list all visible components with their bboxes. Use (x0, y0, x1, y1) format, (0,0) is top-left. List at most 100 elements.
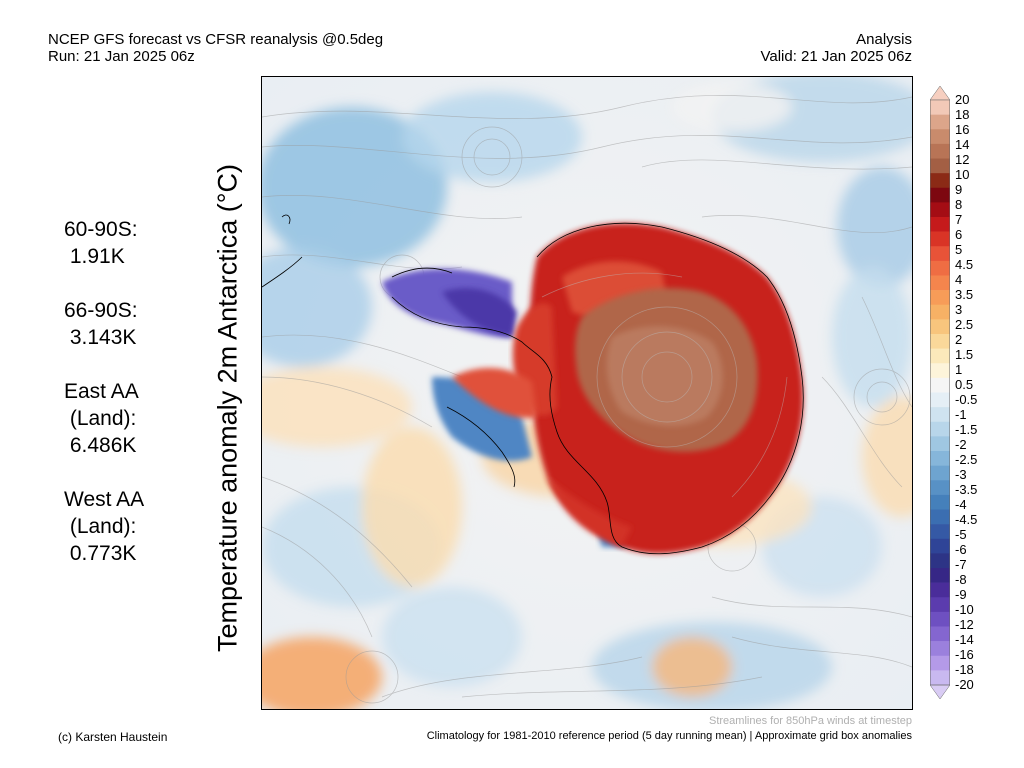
colorbar-cell (930, 275, 950, 291)
colorbar-tick-label: 12 (955, 152, 970, 167)
colorbar-cell (930, 436, 950, 452)
colorbar-cell (930, 319, 950, 335)
colorbar-cell (930, 334, 950, 349)
colorbar-cell (930, 129, 950, 145)
colorbar-tick-label: -9 (955, 587, 967, 602)
colorbar-cell (930, 655, 950, 671)
colorbar-cell (930, 143, 950, 159)
colorbar-cell (930, 553, 950, 569)
streamlines-over-land (541, 272, 788, 498)
colorbar-tick-label: 14 (955, 137, 970, 152)
ocean-anomaly-field (262, 77, 912, 709)
colorbar-tick-label: 2 (955, 332, 963, 347)
colorbar-cell (930, 363, 950, 379)
colorbar-cell (930, 626, 950, 642)
colorbar-cell (930, 100, 950, 115)
colorbar-cell (930, 407, 950, 423)
colorbar-tick-label: -2.5 (955, 452, 978, 467)
credit: (c) Karsten Haustein (58, 730, 168, 744)
colorbar-frame (930, 99, 950, 686)
colorbar-tick-label: 7 (955, 212, 963, 227)
colorbar-tick-label: 6 (955, 227, 963, 242)
colorbar-cell (930, 173, 950, 189)
colorbar-tick-label: -1.5 (955, 422, 978, 437)
stat-west-aa: West AA (Land): 0.773K (64, 488, 145, 565)
colorbar-tick-label: 4.5 (955, 257, 974, 272)
colorbar-tick-label: -8 (955, 572, 967, 587)
colorbar-tick-label: 4 (955, 272, 963, 287)
colorbar-cell (930, 348, 950, 364)
colorbar-tick-label: -20 (955, 677, 974, 692)
stat-east-aa: East AA (Land): 6.486K (64, 380, 139, 457)
colorbar-tick-label: -10 (955, 602, 974, 617)
colorbar-tick-label: 3 (955, 302, 963, 317)
colorbar-cell (930, 231, 950, 247)
stat-66-90s: 66-90S: 3.143K (64, 299, 138, 349)
colorbar-tick-label: 3.5 (955, 287, 974, 302)
colorbar-tick-label: -18 (955, 662, 974, 677)
colorbar-cell (930, 568, 950, 583)
colorbar-cell (930, 421, 950, 437)
y-axis-label: Temperature anomaly 2m Antarctica (°C) (212, 164, 243, 652)
colorbar-tick-label: -0.5 (955, 392, 978, 407)
colorbar-cell (930, 597, 950, 613)
colorbar (930, 86, 950, 699)
colorbar-cell (930, 260, 950, 276)
colorbar-tick-label: -6 (955, 542, 967, 557)
colorbar-cell (930, 202, 950, 218)
colorbar-cell (930, 246, 950, 262)
colorbar-cell (930, 114, 950, 130)
colorbar-cell (930, 465, 950, 481)
colorbar-cell (930, 377, 950, 393)
colorbar-tick-label: -4.5 (955, 512, 978, 527)
colorbar-cell (930, 290, 950, 306)
colorbar-tick-label: -12 (955, 617, 974, 632)
chart-title: NCEP GFS forecast vs CFSR reanalysis @0.… (48, 31, 384, 48)
colorbar-tick-label: 10 (955, 167, 970, 182)
colorbar-tick-label: 1 (955, 362, 963, 377)
colorbar-cell (930, 670, 950, 686)
colorbar-cell (930, 304, 950, 320)
header-left: NCEP GFS forecast vs CFSR reanalysis @0.… (48, 31, 383, 65)
colorbar-cell (930, 641, 950, 657)
colorbar-cell (930, 538, 950, 554)
colorbar-tick-label: -5 (955, 527, 967, 542)
colorbar-cell (930, 494, 950, 510)
valid-time: Valid: 21 Jan 2025 06z (760, 48, 912, 65)
stat-60-90s: 60-90S: 1.91K (64, 218, 138, 268)
colorbar-top-arrow (930, 86, 950, 101)
colorbar-cell (930, 509, 950, 525)
colorbar-tick-label: 20 (955, 92, 970, 107)
colorbar-cell (930, 187, 950, 203)
colorbar-cell (930, 158, 950, 174)
colorbar-tick-label: 1.5 (955, 347, 974, 362)
colorbar-tick-label: -3.5 (955, 482, 978, 497)
colorbar-cell (930, 392, 950, 408)
colorbar-tick-label: -4 (955, 497, 967, 512)
colorbar-tick-label: -14 (955, 632, 974, 647)
colorbar-tick-label: -3 (955, 467, 967, 482)
region-stats: 60-90S: 1.91K 66-90S: 3.143K East AA (La… (64, 216, 144, 594)
colorbar-cell (930, 480, 950, 496)
colorbar-cell (930, 524, 950, 540)
run-time: Run: 21 Jan 2025 06z (48, 48, 195, 65)
map-canvas (262, 77, 912, 709)
colorbar-tick-label: -2 (955, 437, 967, 452)
mode-label: Analysis (856, 31, 912, 48)
climatology-note: Climatology for 1981-2010 reference peri… (426, 730, 912, 742)
anomaly-map (261, 76, 913, 710)
colorbar-cell (930, 582, 950, 598)
header-right: Analysis Valid: 21 Jan 2025 06z (760, 31, 912, 65)
colorbar-tick-label: -16 (955, 647, 974, 662)
streamlines-note: Streamlines for 850hPa winds at timestep (709, 715, 912, 727)
colorbar-tick-label: 18 (955, 107, 970, 122)
colorbar-tick-label: 0.5 (955, 377, 974, 392)
colorbar-tick-label: -1 (955, 407, 967, 422)
colorbar-tick-label: 5 (955, 242, 963, 257)
colorbar-tick-label: 9 (955, 182, 963, 197)
colorbar-tick-label: 2.5 (955, 317, 974, 332)
colorbar-cell (930, 217, 950, 232)
colorbar-cell (930, 451, 950, 466)
antarctica-land (262, 214, 804, 555)
colorbar-bottom-arrow (930, 684, 950, 699)
